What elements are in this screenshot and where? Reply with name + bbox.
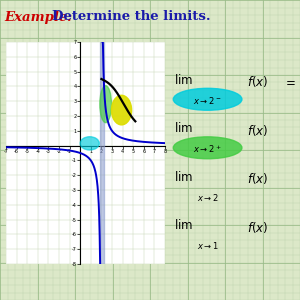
Text: Determine the limits.: Determine the limits. xyxy=(52,11,211,23)
Text: $f(x)$: $f(x)$ xyxy=(247,220,268,235)
Text: $x\to2^+$: $x\to2^+$ xyxy=(194,143,222,155)
Text: $f(x)$: $f(x)$ xyxy=(247,74,268,89)
Text: $f(x)$: $f(x)$ xyxy=(247,172,268,187)
Text: $x\to2^-$: $x\to2^-$ xyxy=(194,95,222,106)
Bar xyxy=(100,42,103,264)
Ellipse shape xyxy=(173,137,242,159)
Text: $\lim$: $\lim$ xyxy=(174,170,194,184)
Text: $f(x)$: $f(x)$ xyxy=(247,123,268,138)
Text: $\lim$: $\lim$ xyxy=(174,73,194,87)
Text: $\lim$: $\lim$ xyxy=(174,218,194,232)
Ellipse shape xyxy=(173,88,242,110)
Text: $=$: $=$ xyxy=(283,76,296,88)
Text: $\lim$: $\lim$ xyxy=(174,121,194,135)
Ellipse shape xyxy=(100,86,112,123)
Ellipse shape xyxy=(80,137,99,150)
Ellipse shape xyxy=(112,95,132,125)
Text: $x\to2$: $x\to2$ xyxy=(196,192,219,203)
Text: $x\to1$: $x\to1$ xyxy=(196,241,219,251)
Text: Example:: Example: xyxy=(4,11,73,23)
